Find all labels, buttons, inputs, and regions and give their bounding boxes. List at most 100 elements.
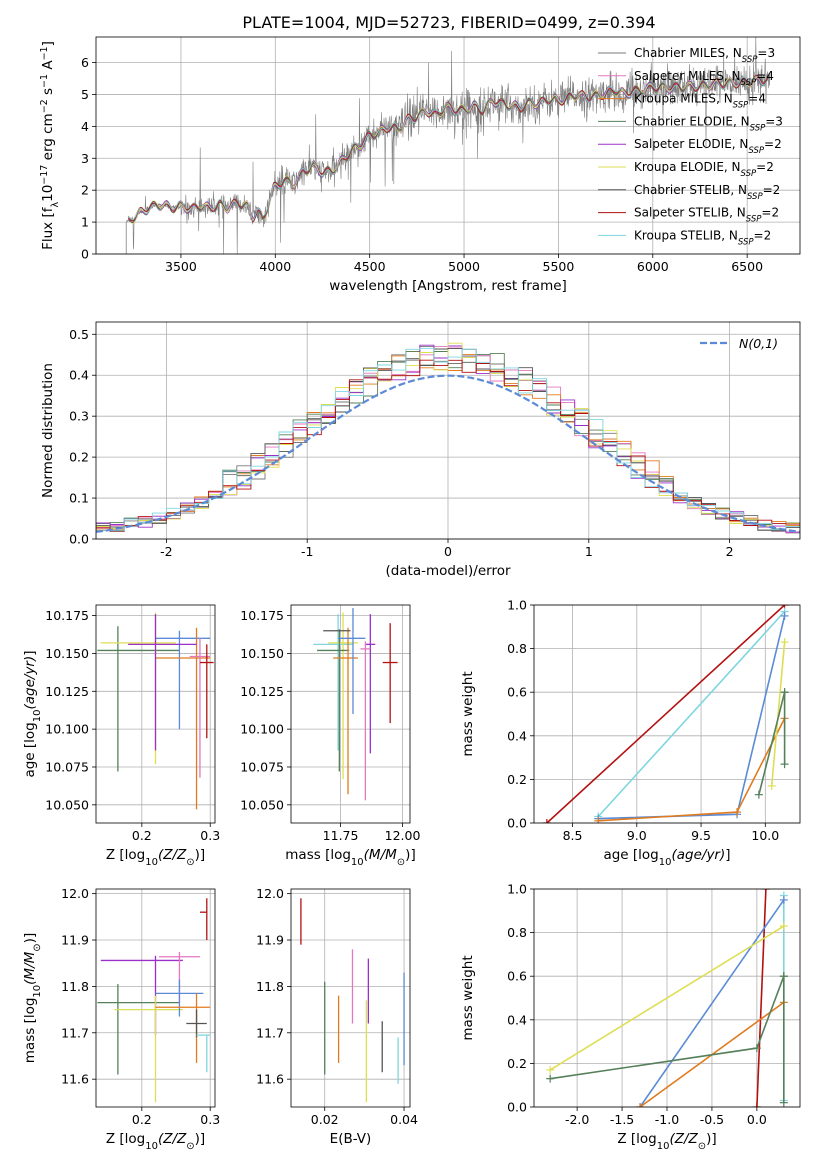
panels: 3500 4000 4500 5000 5500 6000 65000123456wavel… — [22, 36, 801, 1152]
plot-area-age-vs-mass — [313, 608, 398, 801]
axes-frame — [95, 604, 216, 824]
axes-frame — [95, 888, 216, 1108]
x-tick-label: 0.3 — [200, 1112, 220, 1127]
weight-marker — [594, 816, 603, 823]
y-tick-label: 12.0 — [61, 886, 89, 901]
weight-marker — [767, 781, 776, 790]
errorbar-point-6 — [128, 614, 197, 751]
y-axis-label: mass [log10(M/M⊙)] — [22, 933, 43, 1063]
errorbar-point-3 — [155, 627, 211, 810]
y-axis-label: Flux [fλ10−17 erg cm−2 s−1 A−1] — [39, 41, 61, 250]
spectrum-legend: Chabrier MILES, NSSP=3 Salpeter MILES, NS… — [598, 46, 783, 247]
y-tick-label: 0.0 — [69, 532, 89, 547]
panel-mass-vs-ebv: 0.02 0.04 11.6 11.7 11.8 11.9 12.0 E(B-V) — [256, 886, 418, 1147]
errorbar-point-5 — [199, 644, 214, 739]
y-tick-label: 0.2 — [507, 1056, 527, 1071]
y-tick-label: 11.8 — [61, 979, 89, 994]
legend-nssp: 3 — [775, 114, 783, 128]
x-tick-label: 9.5 — [691, 828, 711, 843]
y-tick-label: 0.4 — [507, 1012, 527, 1027]
y-tick-label: 10.150 — [240, 646, 284, 661]
legend-nssp: 2 — [774, 137, 782, 151]
x-tick-label: -1.5 — [610, 1112, 634, 1127]
y-tick-label: 10.075 — [240, 759, 284, 774]
weight-line-4 — [770, 642, 786, 786]
weight-line-2 — [639, 899, 785, 1107]
legend-model-name: Chabrier ELODIE — [634, 114, 733, 128]
y-tick-label: 10.175 — [240, 608, 284, 623]
panel-age-vs-Z: 0.2 0.3 10.050 10.075 10.100 10.125 10.150 10.1… — [22, 604, 220, 868]
weight-marker — [752, 1044, 761, 1053]
y-axis-label: mass weight — [460, 955, 476, 1040]
errorbar-point-4 — [155, 979, 204, 1017]
x-axis-label: (data-model)/error — [385, 563, 511, 579]
y-tick-label: 0.2 — [69, 450, 89, 465]
y-tick-label: 4 — [81, 119, 89, 134]
legend-label-4: Salpeter ELODIE, NSSP=2 — [634, 137, 782, 156]
legend-model-name: Salpeter STELIB — [634, 206, 729, 220]
errorbar-point-2 — [317, 629, 350, 772]
legend-model-name: Salpeter ELODIE — [634, 137, 732, 151]
legend-gaussian-label: N(0,1) — [739, 336, 778, 351]
weight-line-1 — [597, 610, 786, 818]
x-axis-label: E(B-V) — [330, 1131, 372, 1147]
x-axis-label: age [log10(age/yr)] — [603, 847, 730, 868]
plot-area-residuals — [96, 342, 800, 539]
weight-marker — [780, 638, 789, 647]
y-tick-label: 10.050 — [240, 797, 284, 812]
x-tick-label: -0.5 — [700, 1112, 724, 1127]
y-tick-label: 0.3 — [69, 409, 89, 424]
y-tick-label: 0.0 — [507, 816, 527, 831]
y-tick-label: 2 — [81, 183, 89, 198]
panel-weight-vs-Z: -2.0 -1.5 -1.0 -0.5 0.0 0.0 0.2 0.4 0.6 0.8 1.0 Z [… — [460, 882, 801, 1152]
y-tick-label: 11.8 — [256, 979, 284, 994]
legend-label-2: Kroupa MILES, NSSP=4 — [634, 92, 766, 111]
axes-frame — [95, 36, 801, 255]
legend-model-name: Salpeter MILES — [634, 69, 724, 83]
x-axis-label: Z [log10(Z/Z⊙)] — [617, 1131, 716, 1152]
x-axis-label: mass [log10(M/M⊙)] — [285, 847, 415, 868]
legend-model-name: Kroupa STELIB — [634, 228, 721, 242]
weight-marker — [779, 972, 788, 981]
legend-label-1: Salpeter MILES, NSSP=4 — [634, 69, 774, 88]
x-tick-label: 11.75 — [323, 828, 359, 843]
axes-frame — [290, 604, 411, 824]
weight-marker — [542, 819, 551, 823]
errorbar-point-4 — [338, 608, 366, 714]
y-tick-label: 6 — [81, 55, 89, 70]
x-tick-label: 4000 — [259, 259, 291, 274]
errorbar-point-7 — [196, 1034, 211, 1073]
errorbar-point-5 — [155, 993, 211, 1063]
y-tick-label: 10.100 — [45, 722, 89, 737]
x-tick-label: -1 — [301, 544, 313, 559]
errorbar-point-3 — [114, 995, 183, 1103]
plot-area-mass-vs-ebv — [300, 898, 405, 1103]
legend-label-6: Chabrier STELIB, NSSP=2 — [634, 183, 780, 202]
weight-marker — [780, 688, 789, 697]
x-tick-label: 0.3 — [200, 828, 220, 843]
weight-marker — [546, 1065, 555, 1074]
errorbar-point-6 — [186, 1009, 207, 1038]
y-tick-label: 11.7 — [256, 1025, 284, 1040]
observed-spectrum — [125, 37, 771, 254]
x-tick-label: 4500 — [354, 259, 386, 274]
weight-marker — [761, 889, 770, 893]
weight-marker — [636, 1103, 645, 1107]
y-tick-label: 0.4 — [507, 728, 527, 743]
x-tick-label: 9.0 — [627, 828, 647, 843]
plot-area-age-vs-Z — [97, 612, 214, 810]
legend-nssp: 2 — [764, 228, 772, 242]
x-tick-label: 0.2 — [132, 828, 152, 843]
x-tick-label: 0.02 — [311, 1112, 339, 1127]
errorbar-point-0 — [97, 984, 180, 1075]
axes-frame — [290, 888, 411, 1108]
gaussian-curve — [96, 374, 800, 533]
x-axis-label: wavelength [Angstrom, rest frame] — [329, 278, 567, 294]
x-tick-label: 0.2 — [132, 1112, 152, 1127]
weight-marker — [779, 1098, 788, 1107]
y-tick-label: 1 — [81, 215, 89, 230]
legend-model-name: Chabrier STELIB — [634, 183, 730, 197]
x-tick-label: 6000 — [637, 259, 669, 274]
y-tick-label: 11.6 — [61, 1072, 89, 1087]
y-tick-label: 5 — [81, 87, 89, 102]
